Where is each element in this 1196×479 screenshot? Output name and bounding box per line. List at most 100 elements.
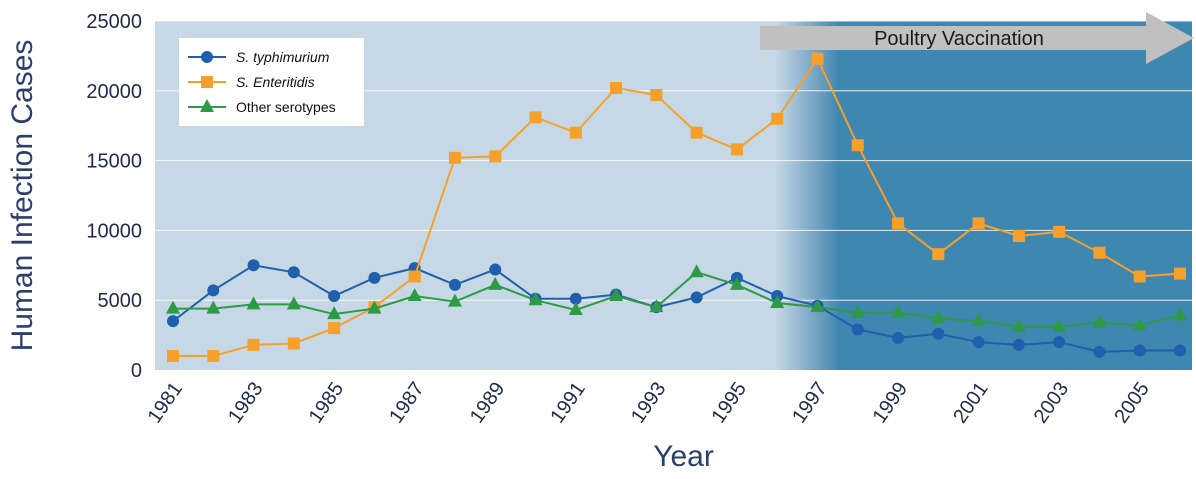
- vaccination-annotation-label: Poultry Vaccination: [874, 28, 1044, 50]
- data-point: [489, 150, 502, 163]
- data-point: [891, 304, 906, 318]
- data-point: [287, 337, 300, 350]
- series-s-enteritidis: [167, 52, 1186, 363]
- data-point: [447, 293, 462, 307]
- x-axis: 1981 1983 1985 1987 1989 1991 1993 1995 1997 1999…: [144, 378, 1154, 427]
- data-point: [448, 278, 461, 291]
- legend-item: S. Enteritidis: [188, 74, 315, 90]
- x-tick-label: 2005: [1110, 378, 1154, 427]
- legend: S. typhimurium S. Enteritidis Other seroty…: [179, 38, 364, 126]
- series-line: [172, 264, 1180, 353]
- data-point: [1012, 229, 1025, 242]
- data-point: [569, 292, 582, 305]
- data-point: [689, 264, 704, 278]
- data-point: [167, 315, 179, 328]
- x-axis-title: Year: [653, 440, 714, 473]
- data-point: [489, 263, 502, 276]
- legend-item: Other serotypes: [188, 99, 336, 115]
- y-axis-title: Human Infection Cases: [6, 40, 39, 352]
- x-tick-label: 2003: [1030, 378, 1074, 427]
- x-tick-label: 1995: [707, 378, 751, 427]
- data-point: [407, 288, 422, 302]
- data-point: [1132, 317, 1147, 331]
- y-tick-label: 25000: [86, 11, 142, 33]
- data-point: [771, 112, 784, 125]
- series-other-serotypes: [166, 264, 1187, 332]
- data-point: [690, 291, 703, 304]
- y-tick-label: 0: [131, 360, 142, 382]
- data-point: [207, 350, 220, 363]
- series-line: [173, 271, 1181, 328]
- data-point: [1174, 344, 1186, 357]
- data-point: [287, 266, 300, 279]
- data-point: [971, 313, 986, 327]
- data-point: [1173, 307, 1187, 321]
- data-point: [690, 126, 703, 139]
- y-tick-label: 15000: [86, 151, 142, 173]
- legend-marker: [201, 76, 213, 88]
- data-series: [166, 52, 1187, 363]
- legend-item: S. typhimurium: [188, 49, 330, 65]
- data-point: [167, 350, 179, 363]
- data-point: [650, 88, 663, 101]
- y-tick-label: 20000: [86, 81, 142, 103]
- data-point: [811, 52, 824, 65]
- data-point: [166, 300, 180, 314]
- data-point: [328, 290, 341, 303]
- data-point: [286, 296, 301, 310]
- data-point: [972, 336, 985, 349]
- data-point: [1133, 344, 1146, 357]
- data-point: [1052, 318, 1067, 332]
- data-point: [851, 139, 864, 152]
- data-point: [408, 270, 421, 283]
- data-point: [448, 151, 461, 164]
- x-tick-label: 1997: [788, 378, 832, 427]
- data-point: [892, 217, 905, 230]
- x-tick-label: 1999: [869, 378, 913, 427]
- legend-marker: [200, 99, 214, 112]
- data-point: [892, 331, 905, 344]
- data-point: [368, 271, 381, 284]
- x-tick-label: 1985: [305, 378, 349, 427]
- data-point: [1053, 336, 1066, 349]
- data-point: [932, 327, 945, 340]
- data-point: [247, 338, 260, 351]
- y-axis: 0 5000 10000 15000 20000 25000: [86, 11, 142, 382]
- y-tick-label: 10000: [86, 220, 142, 242]
- data-point: [488, 276, 503, 290]
- legend-marker: [201, 51, 213, 63]
- data-point: [528, 292, 543, 306]
- y-tick-label: 5000: [98, 290, 143, 312]
- data-point: [568, 301, 583, 315]
- data-point: [972, 217, 985, 230]
- data-point: [1093, 246, 1106, 259]
- data-point: [729, 276, 744, 290]
- data-point: [851, 323, 864, 336]
- data-point: [529, 111, 542, 124]
- x-tick-label: 1981: [144, 378, 188, 427]
- x-tick-label: 1991: [546, 378, 590, 427]
- data-point: [1092, 314, 1107, 328]
- data-point: [810, 299, 825, 313]
- data-point: [1053, 225, 1066, 238]
- data-point: [206, 300, 221, 314]
- data-point: [1011, 318, 1026, 332]
- legend-label: S. Enteritidis: [236, 74, 315, 90]
- x-tick-label: 2001: [949, 378, 993, 427]
- data-point: [850, 304, 865, 318]
- data-point: [569, 126, 582, 139]
- data-point: [649, 299, 664, 313]
- data-point: [1174, 267, 1186, 280]
- legend-label: Other serotypes: [236, 99, 336, 115]
- data-point: [327, 306, 342, 320]
- data-point: [367, 300, 382, 314]
- data-point: [1093, 345, 1106, 358]
- data-point: [328, 322, 341, 335]
- data-point: [1012, 338, 1025, 351]
- vaccination-arrow-shape: [759, 12, 1194, 64]
- data-point: [609, 288, 624, 302]
- data-point: [770, 294, 785, 308]
- data-point: [932, 248, 945, 261]
- legend-label: S. typhimurium: [236, 49, 330, 65]
- poultry-vaccination-arrow: Poultry Vaccination: [759, 12, 1194, 64]
